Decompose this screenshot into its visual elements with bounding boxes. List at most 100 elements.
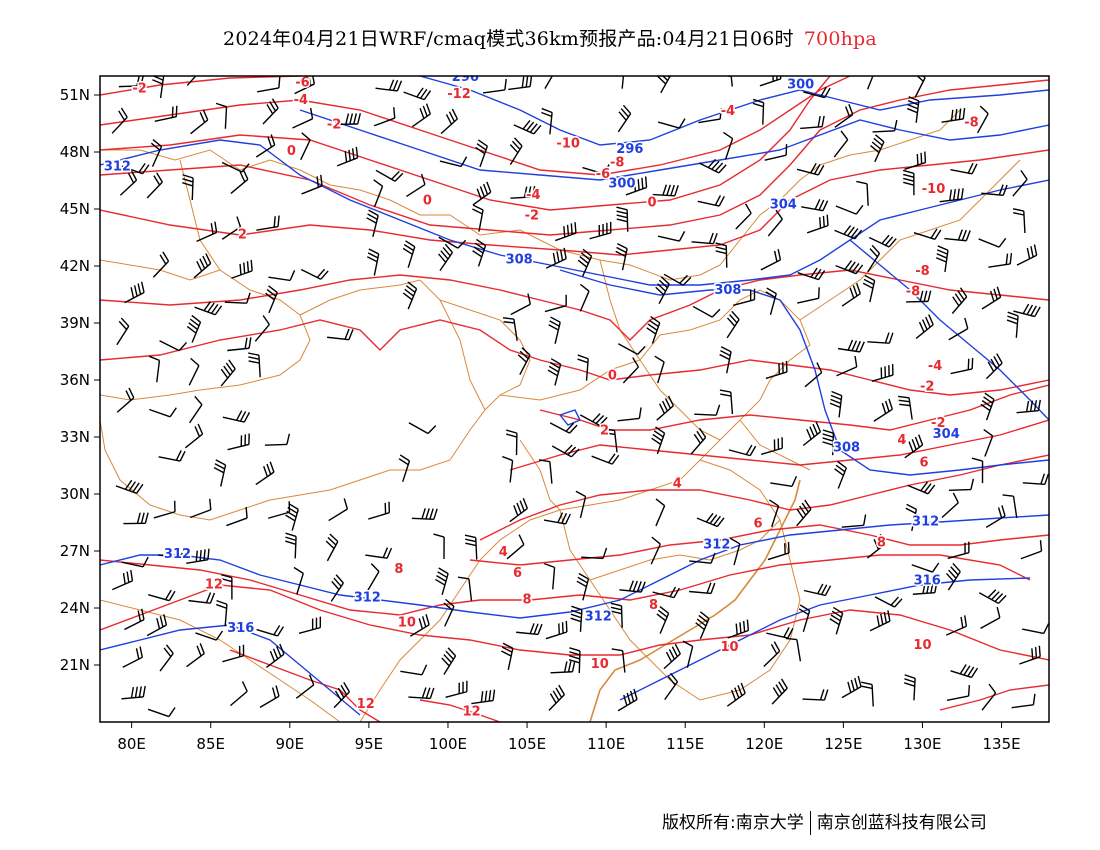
wind-barb — [406, 173, 426, 198]
wind-barb — [873, 398, 893, 422]
boundary-line — [100, 599, 341, 722]
x-tick-label: 85E — [196, 735, 225, 753]
geopotential-contour-label: 296 — [452, 70, 479, 85]
wind-barb — [841, 675, 862, 699]
wind-barb — [766, 627, 794, 639]
temperature-contour-label: -10 — [556, 137, 580, 152]
wind-barb — [124, 281, 145, 304]
wind-barb — [1022, 473, 1049, 486]
wind-barb — [325, 533, 339, 562]
wind-barb — [124, 608, 145, 631]
wind-barb — [292, 107, 314, 129]
wind-barb — [904, 434, 924, 459]
geopotential-contour-label: 308 — [833, 441, 860, 456]
wind-barb — [1016, 399, 1041, 414]
wind-barb — [619, 580, 646, 593]
wind-barb — [870, 134, 885, 163]
wind-barb — [327, 328, 354, 341]
wind-barb — [981, 683, 997, 711]
wind-barb — [798, 604, 811, 633]
geopotential-contour-label: 304 — [770, 197, 797, 212]
wind-barb — [723, 76, 733, 87]
wind-barb — [538, 459, 553, 484]
wind-barb — [194, 301, 223, 316]
wind-barb — [906, 290, 932, 303]
wind-barb — [554, 222, 577, 242]
wind-barb — [694, 404, 721, 416]
temperature-contour-label: -4 — [526, 188, 540, 203]
temperature-isotherm — [100, 584, 1049, 661]
x-tick-label: 105E — [508, 735, 546, 753]
wind-barb — [765, 287, 777, 316]
wind-barb — [577, 354, 589, 381]
wind-barb — [941, 492, 959, 518]
wind-barb — [403, 87, 432, 101]
temperature-contour-label: 4 — [673, 477, 682, 492]
wind-barb — [664, 672, 679, 701]
wind-barb — [254, 315, 270, 342]
wind-barb — [935, 245, 949, 273]
wind-barb — [581, 547, 608, 560]
wind-barb — [541, 107, 553, 135]
wind-barb — [692, 305, 721, 318]
temperature-contour-label: 6 — [920, 456, 929, 471]
temperature-isotherm — [469, 524, 1049, 566]
wind-barb — [373, 107, 396, 127]
wind-barb — [980, 392, 995, 421]
wind-barb — [517, 347, 531, 375]
temperature-contour-label: -2 — [327, 118, 341, 133]
temperature-contour-label: -4 — [721, 104, 735, 119]
temperature-contour-label: 0 — [423, 194, 432, 209]
wind-barb — [697, 195, 725, 207]
wind-barb — [682, 640, 694, 668]
wind-barb — [439, 156, 468, 168]
temperature-isotherm — [100, 554, 1031, 616]
temperature-contour-label: -8 — [915, 264, 929, 279]
wind-barb — [834, 460, 847, 489]
wind-barb — [946, 685, 971, 701]
wind-barb — [763, 641, 781, 668]
wind-barb — [948, 478, 975, 492]
temperature-contour-label: 4 — [499, 545, 508, 560]
geopotential-contour-label: 304 — [933, 427, 960, 442]
wind-barb — [767, 209, 783, 237]
footer-company: 南京创蓝科技有限公司 — [816, 813, 987, 833]
wind-barb — [464, 534, 478, 560]
wind-barb — [215, 599, 228, 627]
wind-barb — [300, 132, 311, 161]
wind-barb — [547, 358, 562, 386]
wind-barb — [806, 214, 829, 234]
temperature-contour-label: 12 — [205, 577, 223, 592]
map-plot-area: -2 -6-4 -12-20-10-8-6-40-202-4-8-10-8-8-4-… — [100, 70, 1049, 722]
geopotential-contour-label: 316 — [227, 621, 254, 636]
wind-barb — [622, 357, 640, 384]
boundary-line — [599, 259, 641, 361]
wind-barb — [293, 566, 304, 595]
wind-barb — [147, 707, 176, 718]
wind-barb — [1013, 303, 1041, 318]
temperature-contour-label: -6 — [295, 76, 309, 91]
wind-barb — [735, 203, 752, 230]
wind-barb — [264, 433, 291, 446]
wind-barb — [976, 105, 989, 134]
wind-barb — [944, 229, 971, 242]
wind-barb — [803, 86, 831, 99]
wind-barb — [941, 107, 966, 123]
wind-barb — [441, 647, 457, 675]
wind-barb — [696, 512, 725, 528]
temperature-contour-label: -12 — [447, 87, 471, 102]
wind-barb — [905, 503, 918, 532]
wind-barb — [802, 421, 822, 447]
x-tick-label: 80E — [117, 735, 146, 753]
x-tick-label: 125E — [824, 735, 862, 753]
wind-barb — [438, 236, 467, 249]
wind-barb — [482, 78, 507, 94]
temperature-contour-label: -2 — [525, 209, 539, 224]
wind-barb — [770, 475, 798, 487]
wind-barb — [579, 413, 608, 426]
wind-barb — [400, 664, 428, 676]
wind-barb — [833, 130, 849, 158]
wind-barb — [904, 674, 916, 701]
temperature-contour-label: 10 — [591, 657, 609, 672]
wind-barb — [119, 170, 138, 196]
